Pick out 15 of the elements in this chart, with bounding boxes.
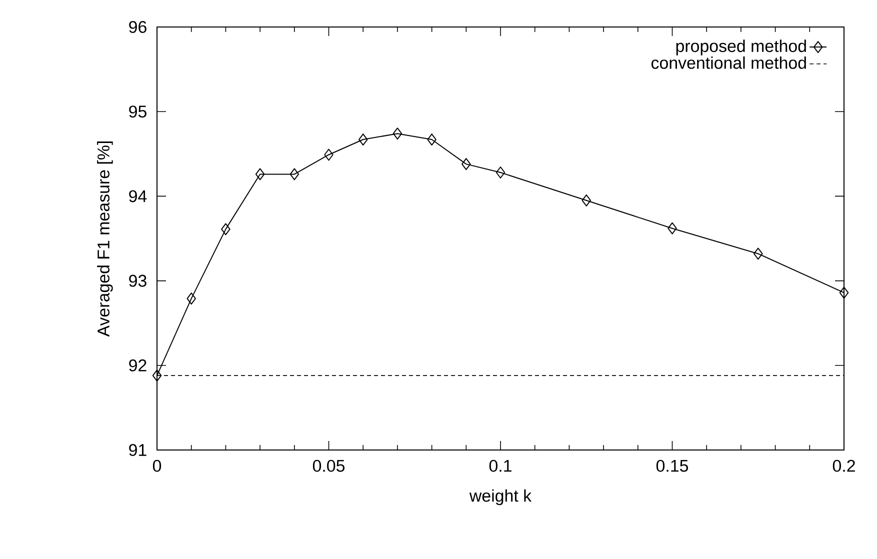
y-tick-label: 96 xyxy=(129,21,146,33)
y-tick-label: 91 xyxy=(129,444,146,456)
y-tick-label: 92 xyxy=(129,359,146,372)
y-tick-label: 95 xyxy=(129,106,146,118)
y-tick-label: 93 xyxy=(129,274,146,287)
x-tick-label: 0.05 xyxy=(312,460,345,472)
x-tick-label: 0.15 xyxy=(656,460,688,472)
y-tick-label: 94 xyxy=(129,190,147,202)
x-tick-label: 0 xyxy=(152,460,162,472)
x-tick-label: 0.2 xyxy=(832,460,855,472)
legend-label: conventional method xyxy=(651,56,806,69)
x-axis-title: weight k xyxy=(469,489,532,506)
x-tick-label: 0.1 xyxy=(489,460,512,472)
legend-label: proposed method xyxy=(676,40,806,56)
y-axis-title: Averaged F1 measure [%] xyxy=(97,142,113,337)
